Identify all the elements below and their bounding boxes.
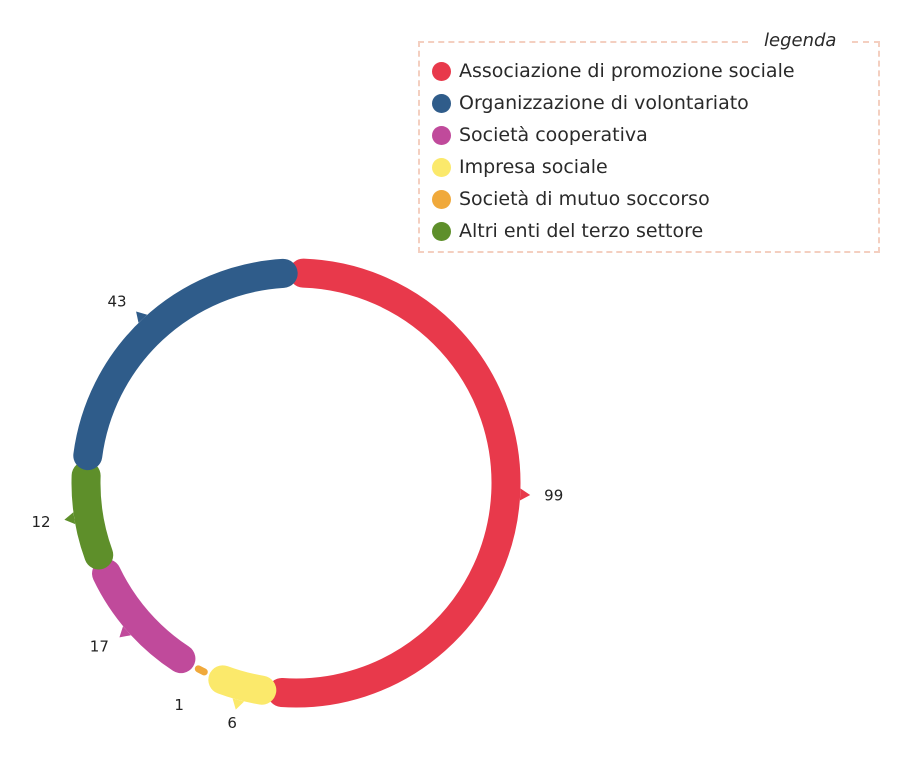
legend-item: Organizzazione di volontariato — [432, 87, 795, 119]
legend-label: Società cooperativa — [459, 124, 648, 146]
data-label: 12 — [31, 513, 50, 531]
legend-item: Altri enti del terzo settore — [432, 215, 795, 247]
segment-altri-enti-del-terzo-settore — [71, 461, 114, 570]
segment-pointer — [232, 698, 245, 710]
legend-item: Impresa sociale — [432, 151, 795, 183]
legend-item: Associazione di promozione sociale — [432, 55, 795, 87]
segment-associazione-di-promozione-sociale — [267, 258, 521, 708]
legend-swatch — [432, 93, 451, 113]
legend-swatch — [432, 125, 451, 145]
segment-pointer — [519, 488, 531, 501]
data-label: 99 — [544, 487, 563, 505]
legend-swatch — [432, 221, 451, 241]
segment-societ-cooperativa — [92, 559, 196, 674]
legend-swatch — [432, 157, 451, 177]
legend-label: Associazione di promozione sociale — [459, 60, 795, 82]
legend-label: Altri enti del terzo settore — [459, 220, 704, 242]
legend-label: Società di mutuo soccorso — [459, 188, 710, 210]
data-label: 43 — [107, 292, 126, 310]
segment-pointer — [119, 626, 131, 638]
data-label: 1 — [174, 696, 184, 714]
segment-pointer — [136, 311, 148, 323]
legend-border-top — [418, 41, 748, 43]
legend-label: Organizzazione di volontariato — [459, 92, 749, 114]
donut-labels: 99 6 1 17 12 43 — [31, 292, 563, 732]
segment-societ-di-mutuo-soccorso — [194, 665, 208, 676]
legend-item: Società cooperativa — [432, 119, 795, 151]
legend-item: Società di mutuo soccorso — [432, 183, 795, 215]
legend-title: legenda — [760, 30, 841, 51]
segment-organizzazione-di-volontariato — [73, 258, 298, 471]
legend-swatch — [432, 189, 451, 209]
legend-box — [418, 41, 880, 253]
donut-segments — [64, 258, 531, 710]
data-label: 6 — [227, 714, 237, 732]
legend-label: Impresa sociale — [459, 156, 608, 178]
legend-border-top-right — [852, 41, 880, 43]
data-label: 17 — [90, 638, 109, 656]
legend-swatch — [432, 61, 451, 81]
segment-impresa-sociale — [208, 665, 277, 705]
segment-pointer — [64, 512, 76, 525]
legend-list: Associazione di promozione sociale Organi… — [432, 55, 795, 247]
